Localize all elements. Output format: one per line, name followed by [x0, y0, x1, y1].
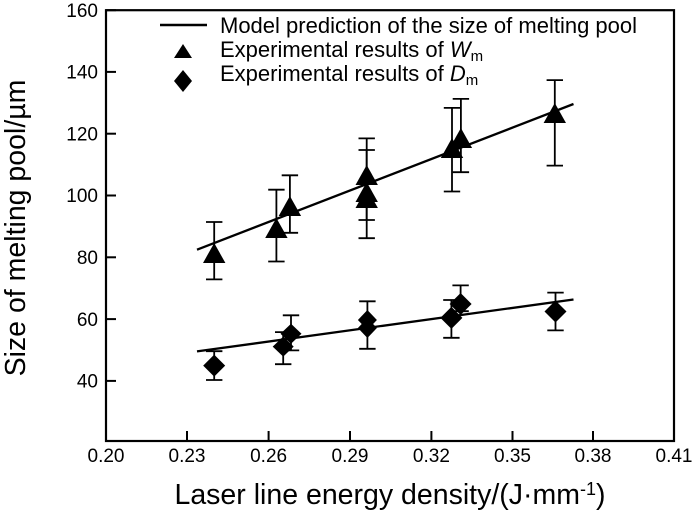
- svg-text:0.41: 0.41: [656, 446, 693, 467]
- svg-text:160: 160: [66, 1, 98, 22]
- svg-text:140: 140: [66, 63, 98, 84]
- svg-text:80: 80: [77, 248, 98, 269]
- svg-text:Experimental results of Dm: Experimental results of Dm: [220, 61, 478, 89]
- svg-text:40: 40: [77, 372, 98, 393]
- svg-text:120: 120: [66, 125, 98, 146]
- svg-text:0.20: 0.20: [88, 446, 125, 467]
- svg-text:0.23: 0.23: [169, 446, 206, 467]
- svg-text:0.38: 0.38: [575, 446, 612, 467]
- svg-text:0.32: 0.32: [413, 446, 450, 467]
- svg-text:0.26: 0.26: [250, 446, 287, 467]
- svg-text:60: 60: [77, 310, 98, 331]
- svg-text:0.35: 0.35: [494, 446, 531, 467]
- svg-text:Model prediction of the size o: Model prediction of the size of melting …: [220, 13, 637, 38]
- svg-text:0.29: 0.29: [332, 446, 369, 467]
- svg-text:100: 100: [66, 186, 98, 207]
- svg-text:Laser line energy density/(J·m: Laser line energy density/(J·mm-1): [174, 479, 605, 511]
- svg-text:Size of melting pool/µm: Size of melting pool/µm: [0, 80, 32, 377]
